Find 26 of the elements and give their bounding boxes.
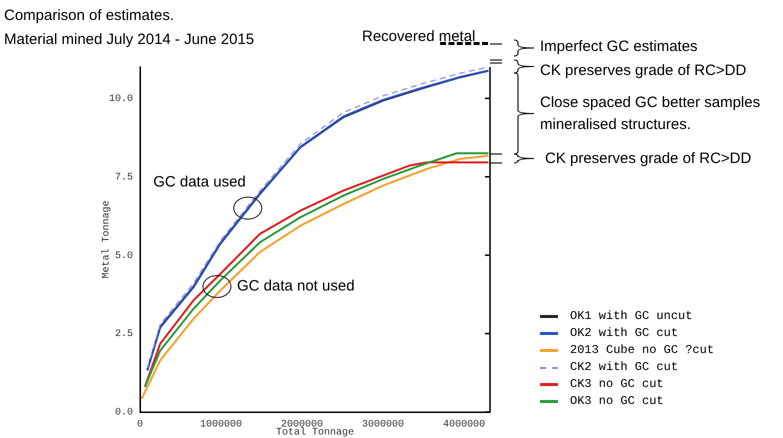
x-tick-label: 0 bbox=[136, 420, 144, 431]
x-tick-label: 1000000 bbox=[200, 420, 242, 431]
annotation: GC data used bbox=[153, 173, 246, 190]
y-axis-title: Metal Tonnage bbox=[100, 200, 113, 279]
legend-label: 2013 Cube no GC ?cut bbox=[570, 342, 714, 359]
text: Imperfect GC estimates bbox=[540, 37, 698, 57]
chart-title: Comparison of estimates. bbox=[4, 6, 176, 26]
x-axis-title: Total Tonnage bbox=[276, 426, 354, 438]
legend-label: CK3 no GC cut bbox=[570, 376, 664, 393]
text: CK preserves grade of RC>DD bbox=[545, 149, 752, 169]
annotation: GC data not used bbox=[236, 278, 355, 295]
x-tick-label: 4000000 bbox=[443, 420, 486, 431]
legend-label: OK1 with GC uncut bbox=[570, 308, 692, 325]
text: Recovered metal bbox=[362, 27, 476, 47]
legend-label: OK3 no GC cut bbox=[570, 393, 664, 410]
text: Close spaced GC better samples mineralised structures. bbox=[540, 93, 762, 135]
y-tick-label: 2.5 bbox=[114, 329, 133, 340]
x-tick-label: 3000000 bbox=[362, 420, 404, 431]
y-tick-label: 7.5 bbox=[114, 172, 133, 184]
text: CK preserves grade of RC>DD bbox=[540, 61, 746, 81]
legend-label: OK2 with GC cut bbox=[570, 325, 678, 342]
legend-label: CK2 with GC cut bbox=[570, 359, 678, 376]
y-tick-label: 10.0 bbox=[108, 94, 133, 106]
y-tick-label: 0.0 bbox=[114, 408, 133, 419]
y-tick-label: 5.0 bbox=[114, 250, 133, 262]
chart-subtitle: Material mined July 2014 - June 2015 bbox=[4, 30, 254, 50]
